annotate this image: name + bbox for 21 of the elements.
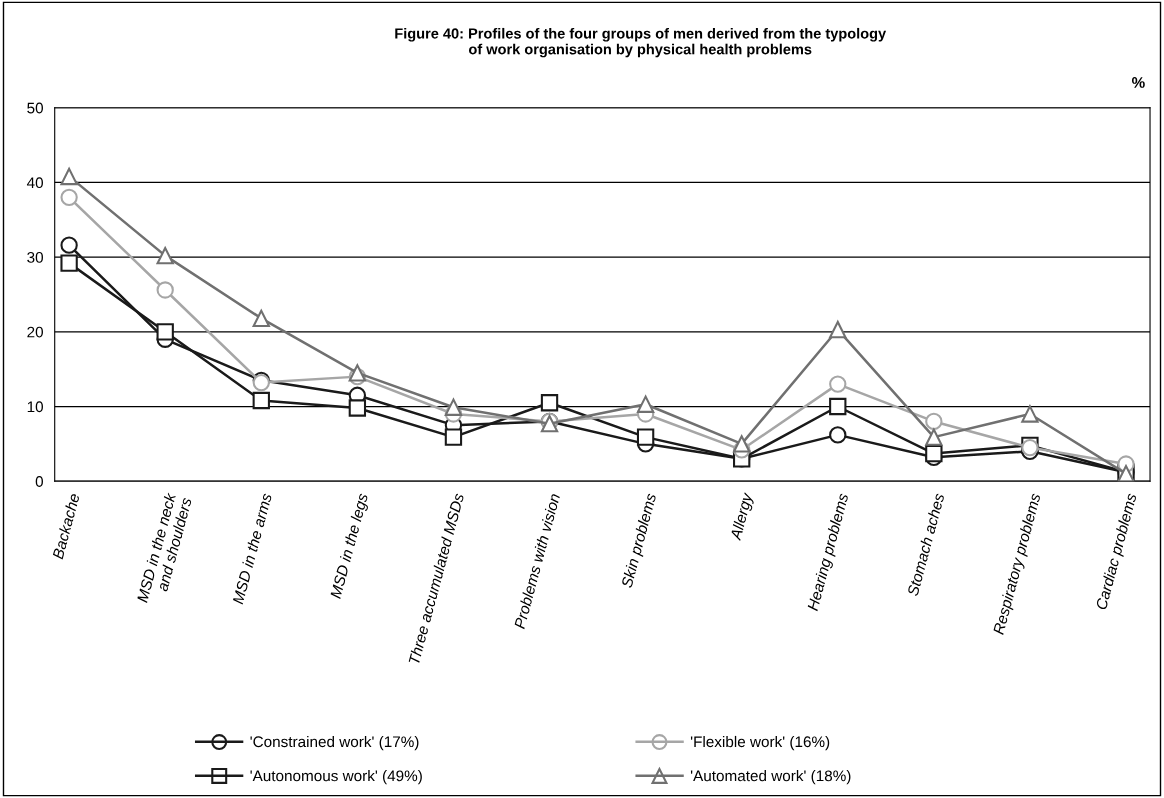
y-tick-label: 20 — [27, 326, 43, 338]
y-axis-title: % — [1131, 77, 1145, 88]
x-tick-label: MSD in the legs — [329, 492, 372, 600]
x-tick-label: MSD in the neck and shoulders — [136, 491, 192, 604]
y-tick-label: 0 — [35, 476, 43, 487]
y-tick-label: 40 — [26, 177, 43, 189]
y-tick-label: 30 — [27, 251, 43, 263]
x-tick-label: Hearing problems — [806, 492, 852, 612]
x-tick-label: Cardiac problems — [1095, 492, 1140, 611]
legend-label: 'Automated work' (18%) — [690, 770, 851, 785]
x-tick-label: Allergy — [729, 491, 756, 542]
x-tick-label: Problems with vision — [513, 492, 561, 630]
legend-label: 'Flexible work' (16%) — [690, 735, 830, 751]
legend-label: 'Autonomous work' (49%) — [250, 770, 422, 785]
x-tick-label: MSD in the arms — [231, 492, 273, 605]
x-tick-label: Skin problems — [620, 492, 660, 590]
chart-title: Figure 40: Profiles of the four groups of men derived from the typology of work organisation by physical health problems — [395, 27, 887, 58]
y-tick-label: 50 — [27, 102, 43, 114]
y-tick-label: 10 — [27, 401, 43, 413]
legend-label: 'Constrained work' (17%) — [250, 735, 419, 751]
x-tick-label: Stomach aches — [906, 492, 945, 597]
